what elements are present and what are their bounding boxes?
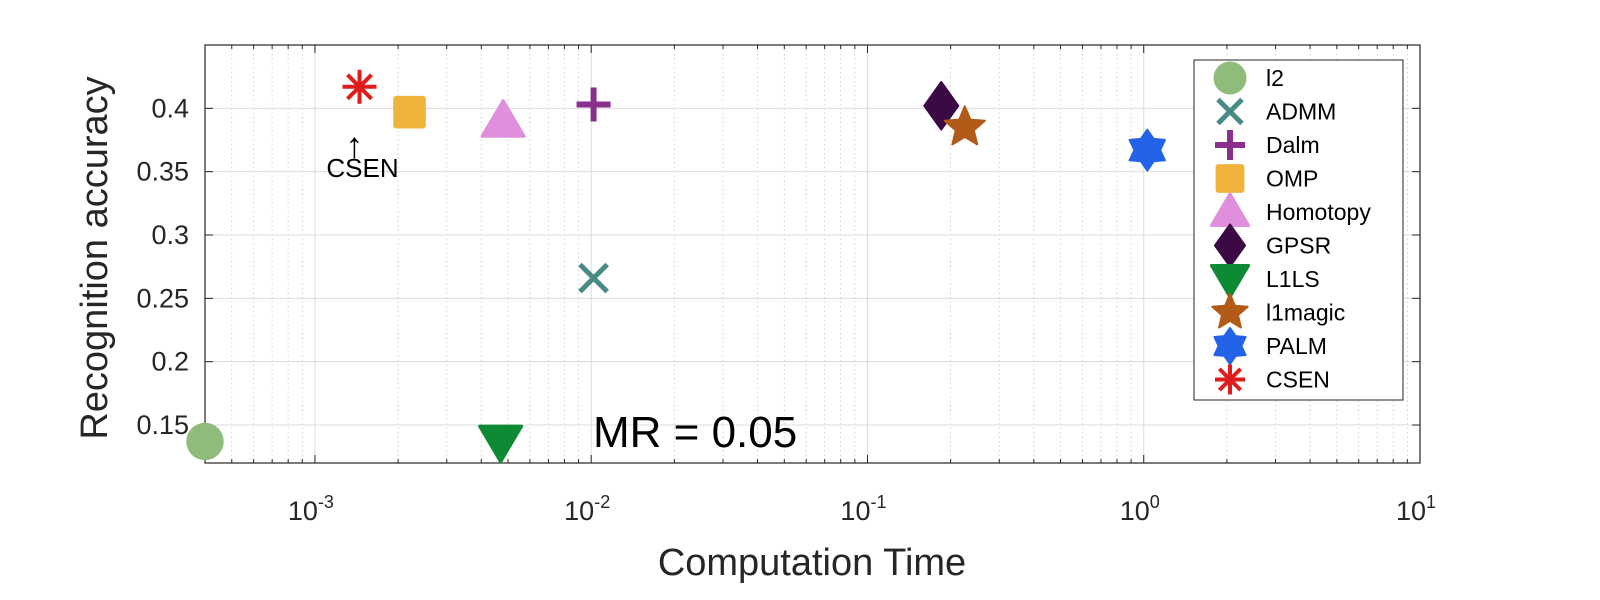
y-tick-label: 0.3 bbox=[151, 220, 189, 250]
x-tick-label: 100 bbox=[1120, 492, 1160, 526]
star-marker bbox=[1211, 292, 1249, 329]
legend-label: OMP bbox=[1266, 166, 1318, 192]
data-point-gpsr bbox=[923, 81, 960, 131]
data-point-csen bbox=[342, 69, 377, 104]
x-tick-exponent: -3 bbox=[318, 492, 334, 512]
circle-marker bbox=[1213, 61, 1247, 95]
y-tick-label: 0.15 bbox=[136, 410, 189, 440]
csen-annotation-label: CSEN bbox=[326, 153, 398, 183]
data-point-palm bbox=[1128, 128, 1166, 172]
legend-item-admm: ADMM bbox=[1216, 97, 1336, 126]
legend-label: CSEN bbox=[1266, 367, 1330, 393]
x-tick-label: 10-1 bbox=[840, 492, 886, 526]
legend-item-l1magic: l1magic bbox=[1211, 292, 1345, 329]
legend: l2 ADMM Dalm OMP Homotopy GPSR L1LS l1magic PALM… bbox=[1193, 59, 1404, 401]
x-tick-base: 10 bbox=[564, 496, 594, 526]
y-tick-label: 0.2 bbox=[151, 347, 189, 377]
diamond-marker bbox=[923, 81, 960, 131]
triangle-up-marker bbox=[480, 99, 526, 138]
asterisk-marker-stroke bbox=[1217, 367, 1243, 392]
csen-arrow: ↑ bbox=[346, 124, 364, 165]
axes-box bbox=[204, 44, 1421, 464]
y-axis-label: Recognition accuracy bbox=[74, 76, 116, 439]
x-marker-stroke bbox=[1216, 97, 1244, 126]
y-tick-label: 0.25 bbox=[136, 283, 189, 313]
data-point-admm bbox=[578, 262, 609, 294]
data-points bbox=[186, 69, 1166, 464]
x-tick-base: 10 bbox=[288, 496, 318, 526]
x-tick-exponent: -2 bbox=[594, 492, 610, 512]
star-marker bbox=[943, 105, 986, 146]
legend-label: l1magic bbox=[1266, 300, 1345, 326]
x-tick-base: 10 bbox=[1120, 496, 1150, 526]
data-point-homotopy bbox=[480, 99, 526, 138]
legend-item-gpsr: GPSR bbox=[1214, 223, 1331, 268]
x-tick-base: 10 bbox=[1396, 496, 1426, 526]
legend-item-omp: OMP bbox=[1215, 164, 1318, 193]
mr-annotation: MR = 0.05 bbox=[593, 408, 797, 457]
x-tick-exponent: -1 bbox=[870, 492, 886, 512]
asterisk-marker-stroke bbox=[346, 73, 373, 101]
legend-label: L1LS bbox=[1266, 266, 1320, 292]
legend-item-csen: CSEN bbox=[1215, 364, 1330, 395]
legend-label: l2 bbox=[1266, 65, 1284, 91]
y-tick-label: 0.4 bbox=[151, 93, 189, 123]
data-point-l2 bbox=[186, 422, 224, 461]
x-tick-labels: 10-3 10-2 10-1 100 101 bbox=[288, 492, 1436, 526]
legend-item-homotopy: Homotopy bbox=[1209, 192, 1371, 227]
x-axis-label: Computation Time bbox=[658, 542, 966, 584]
x-tick-label: 10-3 bbox=[288, 492, 334, 526]
triangle-down-marker bbox=[478, 424, 524, 464]
data-point-l1ls bbox=[478, 424, 524, 464]
x-tick-label: 10-2 bbox=[564, 492, 610, 526]
legend-label: PALM bbox=[1266, 333, 1327, 359]
y-tick-label: 0.35 bbox=[136, 157, 189, 187]
hexagram-marker bbox=[1128, 128, 1166, 172]
data-point-dalm bbox=[576, 87, 611, 122]
square-marker bbox=[393, 95, 426, 129]
legend-item-l1ls: L1LS bbox=[1209, 264, 1320, 299]
legend-item-l2: l2 bbox=[1213, 61, 1284, 95]
square-marker bbox=[1215, 164, 1245, 193]
data-point-omp bbox=[393, 95, 426, 129]
y-tick-labels: 0.15 0.2 0.25 0.3 0.35 0.4 bbox=[136, 93, 189, 440]
legend-label: Homotopy bbox=[1266, 199, 1371, 225]
x-tick-base: 10 bbox=[840, 496, 870, 526]
legend-item-palm: PALM bbox=[1213, 327, 1327, 365]
legend-label: GPSR bbox=[1266, 233, 1331, 259]
annotations: ↑CSEN MR = 0.05 bbox=[326, 124, 797, 457]
legend-item-dalm: Dalm bbox=[1215, 130, 1320, 160]
x-marker-stroke bbox=[578, 262, 609, 294]
legend-label: ADMM bbox=[1266, 99, 1336, 125]
triangle-down-marker bbox=[1209, 264, 1251, 299]
x-tick-exponent: 1 bbox=[1426, 492, 1436, 512]
circle-marker bbox=[186, 422, 224, 461]
x-tick-exponent: 0 bbox=[1150, 492, 1160, 512]
legend-label: Dalm bbox=[1266, 132, 1320, 158]
x-tick-label: 101 bbox=[1396, 492, 1436, 526]
hexagram-marker bbox=[1213, 327, 1247, 365]
axis-ticks bbox=[204, 45, 1421, 463]
data-point-l1magic bbox=[943, 105, 986, 146]
